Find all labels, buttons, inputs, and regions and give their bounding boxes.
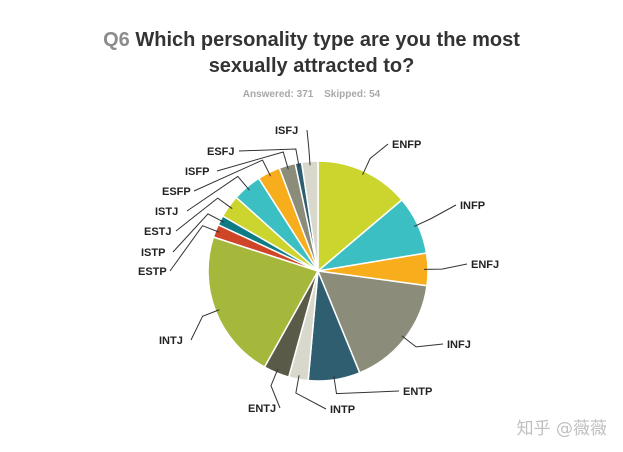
slice-label-infj: INFJ xyxy=(447,339,471,351)
question-number: Q6 xyxy=(103,29,130,51)
leader-line-infj xyxy=(401,335,444,348)
slice-label-enfj: ENFJ xyxy=(471,259,499,271)
slice-label-intp: INTP xyxy=(330,404,355,416)
title-line-1: Q6 Which personality type are you the mo… xyxy=(0,27,623,53)
leader-line-istj xyxy=(186,175,250,212)
slice-label-estp: ESTP xyxy=(138,266,167,278)
slice-label-infp: INFP xyxy=(460,200,485,212)
slice-label-intj: INTJ xyxy=(159,335,183,347)
leader-line-isfp xyxy=(216,151,289,172)
leader-line-estj xyxy=(175,197,233,232)
leader-line-infp xyxy=(413,204,457,227)
slice-label-entj: ENTJ xyxy=(248,403,276,415)
skipped-count: Skipped: 54 xyxy=(324,89,381,100)
leader-line-esfp xyxy=(193,159,272,192)
slice-label-isfj: ISFJ xyxy=(275,125,298,137)
response-stats: Answered: 371 Skipped: 54 xyxy=(0,89,623,100)
chart-title: Q6 Which personality type are you the mo… xyxy=(0,27,623,79)
leader-line-estp xyxy=(169,225,220,272)
leader-line-isfj xyxy=(306,129,311,166)
slice-label-entp: ENTP xyxy=(403,386,432,398)
leader-line-entj xyxy=(270,368,281,409)
slice-label-enfp: ENFP xyxy=(392,139,421,151)
leader-line-enfp xyxy=(362,143,389,176)
leader-line-esfj xyxy=(238,148,300,167)
slice-label-istj: ISTJ xyxy=(155,206,178,218)
slice-label-esfp: ESFP xyxy=(162,186,191,198)
title-line-2: sexually attracted to? xyxy=(208,55,415,77)
leader-line-enfj xyxy=(423,263,468,270)
answered-count: Answered: 371 xyxy=(242,89,314,100)
leader-line-istp xyxy=(172,213,225,253)
slice-label-isfp: ISFP xyxy=(185,166,209,178)
slice-label-estj: ESTJ xyxy=(144,226,172,238)
slice-label-esfj: ESFJ xyxy=(207,146,235,158)
leader-line-intj xyxy=(190,309,220,341)
leader-line-intp xyxy=(295,375,327,410)
title-text-1: Which personality type are you the most xyxy=(135,29,520,51)
slice-label-istp: ISTP xyxy=(141,247,165,259)
watermark: 知乎 @薇薇 xyxy=(516,419,607,439)
leader-line-entp xyxy=(333,375,400,395)
